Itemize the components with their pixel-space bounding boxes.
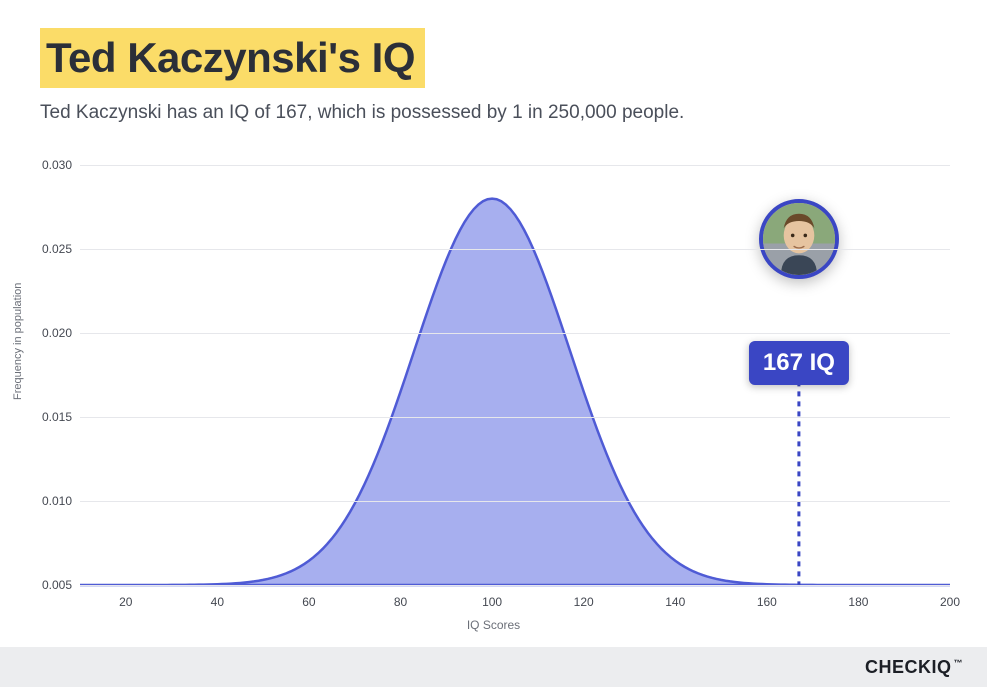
x-axis-label: IQ Scores xyxy=(0,618,987,632)
title-highlight: Ted Kaczynski's IQ xyxy=(40,28,425,88)
x-tick-label: 100 xyxy=(482,585,502,609)
y-tick-label: 0.030 xyxy=(42,158,80,172)
brand-part2: IQ xyxy=(931,657,951,677)
brand-logo: CHECKIQ™ xyxy=(865,657,963,678)
x-tick-label: 40 xyxy=(211,585,224,609)
gridline xyxy=(80,249,950,250)
header: Ted Kaczynski's IQ Ted Kaczynski has an … xyxy=(0,0,987,132)
y-tick-label: 0.015 xyxy=(42,410,80,424)
person-icon xyxy=(763,203,835,275)
y-tick-label: 0.025 xyxy=(42,242,80,256)
x-tick-label: 120 xyxy=(574,585,594,609)
brand-part1: CHECK xyxy=(865,657,932,677)
gridline xyxy=(80,333,950,334)
y-tick-label: 0.020 xyxy=(42,326,80,340)
gridline xyxy=(80,501,950,502)
x-tick-label: 140 xyxy=(665,585,685,609)
x-tick-label: 60 xyxy=(302,585,315,609)
gridline xyxy=(80,417,950,418)
y-tick-label: 0.010 xyxy=(42,494,80,508)
y-tick-label: 0.005 xyxy=(42,578,80,592)
x-tick-label: 180 xyxy=(848,585,868,609)
page-subtitle: Ted Kaczynski has an IQ of 167, which is… xyxy=(40,102,947,124)
chart-container: Frequency in population 167 IQ 0.0050.01… xyxy=(0,150,987,650)
x-tick-label: 80 xyxy=(394,585,407,609)
footer: CHECKIQ™ xyxy=(0,647,987,687)
page: Ted Kaczynski's IQ Ted Kaczynski has an … xyxy=(0,0,987,687)
avatar xyxy=(759,199,839,279)
x-tick-label: 20 xyxy=(119,585,132,609)
page-title: Ted Kaczynski's IQ xyxy=(46,34,415,82)
brand-tm: ™ xyxy=(954,658,964,668)
iq-badge: 167 IQ xyxy=(749,341,849,385)
x-tick-label: 200 xyxy=(940,585,960,609)
plot-area: 167 IQ 0.0050.0100.0150.0200.0250.030204… xyxy=(80,165,950,585)
gridline xyxy=(80,165,950,166)
x-tick-label: 160 xyxy=(757,585,777,609)
y-axis-label: Frequency in population xyxy=(12,283,24,400)
